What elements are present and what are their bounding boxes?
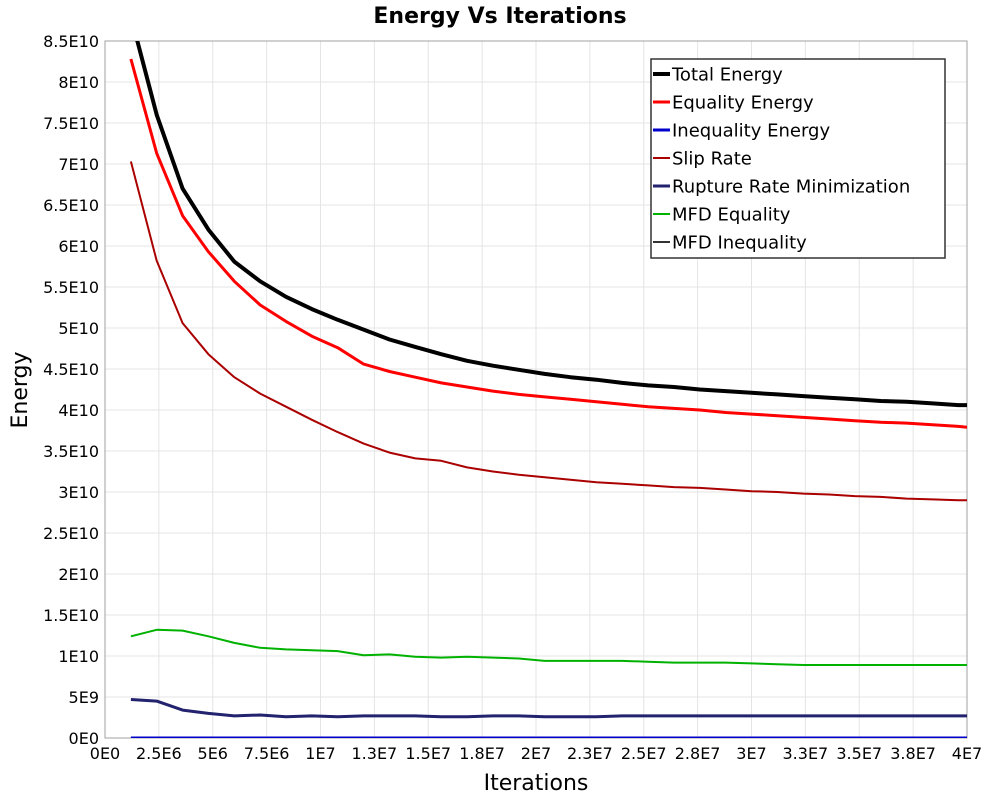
legend-label-slip-rate: Slip Rate <box>672 149 752 170</box>
x-tick-label: 2.8E7 <box>675 744 721 763</box>
x-tick-label: 1E7 <box>305 744 335 763</box>
x-tick-label: 2.5E6 <box>136 744 182 763</box>
series-lines <box>129 41 967 738</box>
x-axis-ticks: 0E0 2.5E6 5E6 7.5E6 1E7 1.3E7 1.5E7 1.8E7 2E7 2.3… <box>90 744 982 763</box>
series-line-slip-rate <box>129 161 967 502</box>
x-tick-label: 2.3E7 <box>567 744 613 763</box>
series-line-total-energy <box>135 41 967 408</box>
y-tick-label: 8E10 <box>58 73 99 92</box>
y-tick-label: 2E10 <box>58 565 99 584</box>
y-tick-label: 4E10 <box>58 401 99 420</box>
y-tick-label: 1.5E10 <box>43 606 99 625</box>
x-tick-label: 2E7 <box>521 744 551 763</box>
x-tick-label: 3E7 <box>736 744 766 763</box>
x-tick-label: 2.5E7 <box>621 744 667 763</box>
y-tick-label: 3E10 <box>58 483 99 502</box>
y-tick-label: 3.5E10 <box>43 442 99 461</box>
y-tick-label: 7E10 <box>58 155 99 174</box>
y-tick-label: 5.5E10 <box>43 278 99 297</box>
legend-label-mfd-equality: MFD Equality <box>672 205 791 226</box>
y-tick-label: 8.5E10 <box>43 32 99 51</box>
y-tick-label: 5E9 <box>69 688 99 707</box>
x-tick-label: 7.5E6 <box>244 744 290 763</box>
y-tick-label: 2.5E10 <box>43 524 99 543</box>
y-tick-label: 1E10 <box>58 647 99 666</box>
x-tick-label: 5E6 <box>198 744 228 763</box>
x-tick-label: 3.5E7 <box>836 744 882 763</box>
chart-title: Energy Vs Iterations <box>373 4 626 29</box>
legend-box <box>650 58 946 259</box>
legend-label-total-energy: Total Energy <box>671 65 783 86</box>
y-axis-label: Energy <box>8 351 33 428</box>
x-tick-label: 3.3E7 <box>783 744 829 763</box>
y-tick-label: 5E10 <box>58 319 99 338</box>
series-line-rupture-rate-minimization <box>130 698 967 719</box>
y-tick-label: 0E0 <box>69 729 99 748</box>
legend-label-mfd-inequality: MFD Inequality <box>672 233 807 254</box>
x-tick-label: 3.8E7 <box>890 744 936 763</box>
y-axis-ticks: 0E0 5E9 1E10 1.5E10 2E10 2.5E10 3E10 3.5E10 4E10… <box>43 32 99 748</box>
y-tick-label: 6E10 <box>58 237 99 256</box>
x-tick-label: 1.5E7 <box>405 744 451 763</box>
x-tick-label: 0E0 <box>90 744 120 763</box>
y-tick-label: 7.5E10 <box>43 114 99 133</box>
x-tick-label: 4E7 <box>952 744 982 763</box>
legend-label-inequality-energy: Inequality Energy <box>672 121 830 142</box>
series-line-equality-energy <box>129 58 967 429</box>
x-tick-label: 1.8E7 <box>459 744 505 763</box>
x-tick-label: 1.3E7 <box>352 744 398 763</box>
y-tick-label: 6.5E10 <box>43 196 99 215</box>
y-tick-label: 4.5E10 <box>43 360 99 379</box>
legend-label-equality-energy: Equality Energy <box>672 93 814 114</box>
series-line-mfd-equality <box>130 628 967 666</box>
legend: Total Energy Equality Energy Inequality En… <box>650 58 946 259</box>
x-axis-label: Iterations <box>484 771 589 796</box>
legend-label-rupture-rate-minimization: Rupture Rate Minimization <box>672 177 910 198</box>
